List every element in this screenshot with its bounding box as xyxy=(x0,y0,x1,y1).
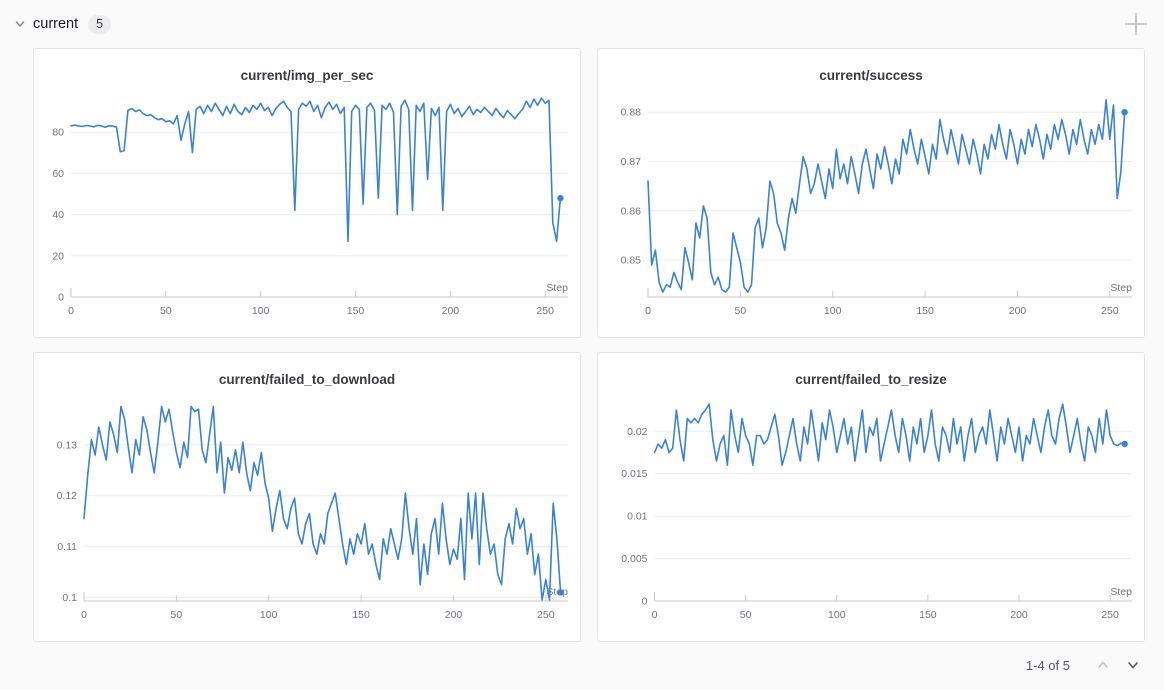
svg-text:0: 0 xyxy=(652,609,658,621)
chart-title: current/failed_to_resize xyxy=(795,372,947,387)
line-chart-failed-to-resize[interactable]: 0 0.005 0.01 0.015 0.02 0 50 100 150 200 250 Step xyxy=(598,391,1144,642)
svg-text:100: 100 xyxy=(252,305,270,317)
chart-panel-failed-to-download[interactable]: current/failed_to_download 0.1 0.11 0.12 0.… xyxy=(33,352,581,642)
pagination-footer: 1-4 of 5 xyxy=(0,642,1164,688)
svg-text:250: 250 xyxy=(1101,609,1119,621)
svg-text:0: 0 xyxy=(68,305,74,317)
svg-text:50: 50 xyxy=(171,609,183,621)
line-chart-failed-to-download[interactable]: 0.1 0.11 0.12 0.13 0 50 100 150 200 250 Step xyxy=(34,391,580,642)
panel-grid: current/img_per_sec 0 20 40 60 80 0 50 100 150 20… xyxy=(0,48,1164,642)
svg-text:80: 80 xyxy=(52,127,64,139)
pager-chevron-up-icon[interactable] xyxy=(1092,654,1114,676)
svg-text:0.11: 0.11 xyxy=(57,541,77,553)
svg-text:0.88: 0.88 xyxy=(621,107,642,119)
chart-panel-success[interactable]: current/success 0.85 0.86 0.87 0.88 0 50 100 15… xyxy=(597,48,1145,338)
svg-text:0: 0 xyxy=(642,596,648,608)
svg-text:0.87: 0.87 xyxy=(621,156,642,168)
svg-text:0.005: 0.005 xyxy=(621,553,647,565)
svg-text:0.1: 0.1 xyxy=(62,592,77,604)
svg-text:0.85: 0.85 xyxy=(621,255,642,267)
svg-text:0.86: 0.86 xyxy=(621,205,642,217)
svg-text:250: 250 xyxy=(1101,305,1119,317)
svg-text:50: 50 xyxy=(735,305,747,317)
svg-text:40: 40 xyxy=(52,209,64,221)
svg-text:200: 200 xyxy=(1010,609,1028,621)
svg-text:50: 50 xyxy=(160,305,172,317)
chart-title: current/failed_to_download xyxy=(218,372,396,387)
svg-text:50: 50 xyxy=(740,609,752,621)
panel-count-badge: 5 xyxy=(88,14,112,34)
svg-text:100: 100 xyxy=(824,305,842,317)
svg-text:0: 0 xyxy=(58,292,64,304)
svg-text:0.015: 0.015 xyxy=(621,468,647,480)
svg-text:Step: Step xyxy=(546,586,568,598)
chart-panel-failed-to-resize[interactable]: current/failed_to_resize 0 0.005 0.01 0.015… xyxy=(597,352,1145,642)
svg-text:Step: Step xyxy=(1110,282,1132,294)
line-chart-success[interactable]: 0.85 0.86 0.87 0.88 0 50 100 150 200 250 Step xyxy=(598,87,1144,338)
svg-text:200: 200 xyxy=(1009,305,1027,317)
svg-text:60: 60 xyxy=(52,168,64,180)
svg-text:Step: Step xyxy=(546,282,568,294)
svg-text:0.02: 0.02 xyxy=(627,426,648,438)
line-chart-img-per-sec[interactable]: 0 20 40 60 80 0 50 100 150 200 250 Step xyxy=(34,87,580,338)
svg-text:150: 150 xyxy=(919,609,937,621)
svg-text:150: 150 xyxy=(916,305,934,317)
page-info: 1-4 of 5 xyxy=(1025,657,1070,673)
svg-text:150: 150 xyxy=(352,609,370,621)
svg-text:250: 250 xyxy=(537,609,555,621)
svg-text:200: 200 xyxy=(442,305,460,317)
svg-text:200: 200 xyxy=(445,609,463,621)
svg-text:0.01: 0.01 xyxy=(627,511,648,523)
svg-text:0: 0 xyxy=(81,609,87,621)
pager-chevron-down-icon[interactable] xyxy=(1122,654,1144,676)
svg-text:100: 100 xyxy=(260,609,278,621)
chart-title: current/success xyxy=(819,68,923,83)
svg-text:0.12: 0.12 xyxy=(57,490,78,502)
svg-text:0: 0 xyxy=(645,305,651,317)
svg-text:20: 20 xyxy=(52,250,64,262)
svg-text:250: 250 xyxy=(536,305,554,317)
section-collapse-chevron-down-icon[interactable] xyxy=(12,16,28,32)
svg-text:0.13: 0.13 xyxy=(57,439,78,451)
svg-text:Step: Step xyxy=(1110,586,1132,598)
svg-text:100: 100 xyxy=(828,609,846,621)
section-header: current 5 xyxy=(0,0,1164,48)
add-panel-plus-icon[interactable] xyxy=(1122,10,1150,38)
svg-text:150: 150 xyxy=(347,305,365,317)
chart-title: current/img_per_sec xyxy=(240,68,374,83)
section-title[interactable]: current xyxy=(33,16,79,32)
chart-panel-img-per-sec[interactable]: current/img_per_sec 0 20 40 60 80 0 50 100 150 20… xyxy=(33,48,581,338)
